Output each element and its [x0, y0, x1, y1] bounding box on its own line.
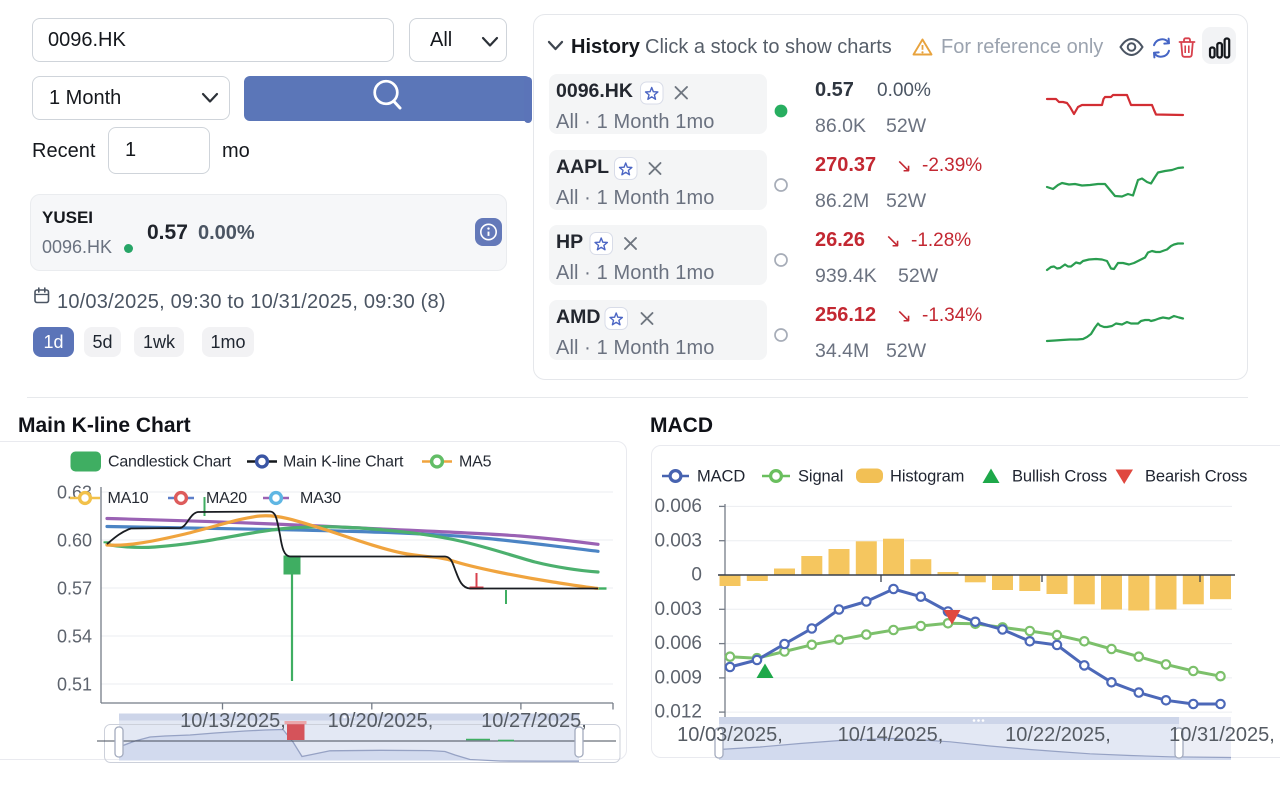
svg-text:Main K-line Chart: Main K-line Chart — [283, 454, 404, 471]
svg-text:MA20: MA20 — [206, 490, 247, 507]
svg-text:0.012: 0.012 — [654, 702, 702, 723]
svg-text:0.57: 0.57 — [57, 579, 92, 599]
svg-text:10/13/2025,: 10/13/2025, — [180, 710, 286, 732]
svg-text:10/27/2025,: 10/27/2025, — [481, 710, 587, 732]
svg-text:Candlestick Chart: Candlestick Chart — [108, 454, 232, 471]
svg-text:Histogram: Histogram — [890, 468, 964, 486]
svg-text:10/20/2025,: 10/20/2025, — [328, 710, 434, 732]
svg-text:0.006: 0.006 — [654, 496, 702, 517]
svg-text:Bearish Cross: Bearish Cross — [1145, 468, 1247, 486]
svg-text:0.003: 0.003 — [654, 599, 702, 620]
svg-text:0.60: 0.60 — [57, 531, 92, 551]
svg-text:0.006: 0.006 — [654, 633, 702, 654]
svg-text:10/22/2025,: 10/22/2025, — [1005, 724, 1111, 746]
svg-text:10/31/2025,: 10/31/2025, — [1169, 724, 1275, 746]
svg-text:0.003: 0.003 — [654, 530, 702, 551]
svg-text:0.51: 0.51 — [57, 675, 92, 695]
svg-text:10/14/2025,: 10/14/2025, — [838, 724, 944, 746]
svg-text:0.54: 0.54 — [57, 627, 92, 647]
svg-text:10/03/2025,: 10/03/2025, — [677, 724, 783, 746]
svg-text:MA10: MA10 — [108, 490, 149, 507]
svg-text:MA5: MA5 — [459, 454, 492, 471]
svg-text:0.009: 0.009 — [654, 668, 702, 689]
svg-text:MA30: MA30 — [300, 490, 341, 507]
svg-text:MACD: MACD — [697, 468, 745, 486]
svg-text:0: 0 — [691, 565, 702, 586]
svg-text:Signal: Signal — [798, 468, 843, 486]
svg-text:Bullish Cross: Bullish Cross — [1012, 468, 1107, 486]
